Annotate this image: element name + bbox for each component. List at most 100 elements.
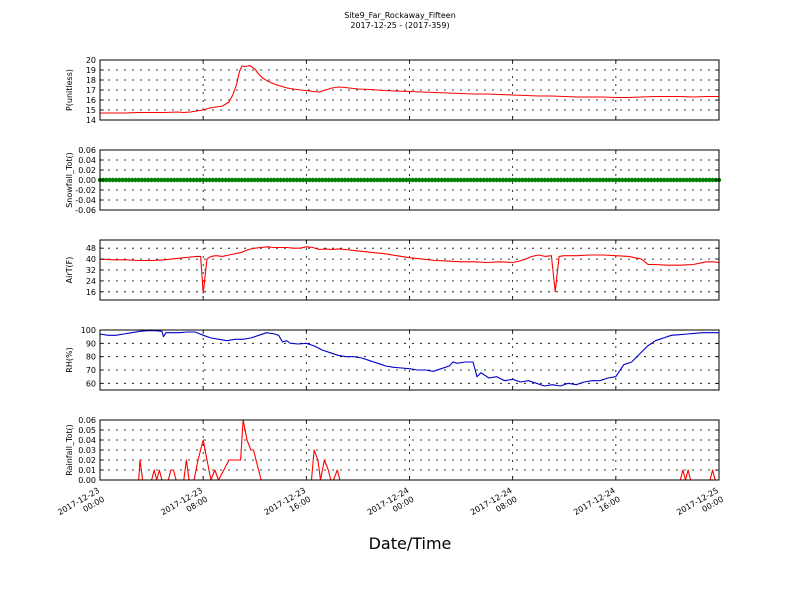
snowfall-point <box>297 177 303 183</box>
snowfall-point <box>104 177 109 183</box>
snowfall-point <box>494 177 499 183</box>
snowfall-point <box>404 177 409 183</box>
snowfall-point <box>426 177 432 183</box>
snowfall-point <box>352 177 357 183</box>
snowfall-point <box>565 177 570 183</box>
snowfall-point <box>288 177 293 183</box>
snowfall-point <box>210 177 216 183</box>
snowfall-point <box>539 177 544 183</box>
snowfall-point <box>262 177 267 183</box>
y-tick-label: 16 <box>86 96 96 105</box>
snowfall-point <box>439 177 444 183</box>
snowfall-point <box>697 177 702 183</box>
y-tick-label: 20 <box>86 56 96 65</box>
snowfall-point <box>336 177 341 183</box>
snowfall-point <box>284 177 290 183</box>
snowfall-point <box>113 177 119 183</box>
snowfall-point <box>420 177 425 183</box>
snowfall-point <box>620 177 625 183</box>
snowfall-point <box>475 177 480 183</box>
snowfall-point <box>152 177 158 183</box>
snowfall-point <box>397 177 403 183</box>
snowfall-point <box>413 177 419 183</box>
snowfall-point <box>587 177 593 183</box>
y-tick-label: 0.02 <box>78 166 96 175</box>
snowfall-point <box>159 177 164 183</box>
snowfall-point <box>707 177 712 183</box>
figure-title: Site9_Far_Rockaway_Fifteen <box>344 11 456 20</box>
snowfall-point <box>110 177 116 183</box>
snowfall-point <box>571 177 577 183</box>
snowfall-point <box>678 177 683 183</box>
snowfall-point <box>271 177 277 183</box>
snowfall-point <box>375 177 380 183</box>
series-line-5 <box>100 419 719 481</box>
snowfall-point <box>568 177 573 183</box>
snowfall-point <box>346 177 351 183</box>
snowfall-point <box>687 177 693 183</box>
snowfall-point <box>275 177 280 183</box>
snowfall-point <box>178 177 183 183</box>
snowfall-point <box>220 177 225 183</box>
snowfall-point <box>339 177 344 183</box>
snowfall-point <box>207 177 212 183</box>
snowfall-point <box>613 177 619 183</box>
y-tick-label: 16 <box>86 288 96 297</box>
snowfall-point <box>510 177 515 183</box>
snowfall-point <box>355 177 361 183</box>
snowfall-point <box>645 177 651 183</box>
snowfall-point <box>478 177 483 183</box>
snowfall-point <box>149 177 154 183</box>
snowfall-point <box>455 177 461 183</box>
snowfall-point <box>497 177 502 183</box>
snowfall-point <box>449 177 454 183</box>
y-axis-label: RH(%) <box>65 347 74 372</box>
snowfall-point <box>107 177 112 183</box>
snowfall-point <box>649 177 654 183</box>
figure-subtitle: 2017-12-25 - (2017-359) <box>350 21 450 30</box>
snowfall-point <box>300 177 306 183</box>
snowfall-point <box>423 177 428 183</box>
y-tick-label: 40 <box>86 255 96 264</box>
y-tick-label: 19 <box>86 66 96 75</box>
snowfall-point <box>597 177 602 183</box>
snowfall-point <box>578 177 583 183</box>
y-tick-label: 0.01 <box>78 466 96 475</box>
snowfall-point <box>394 177 399 183</box>
snowfall-point <box>639 177 644 183</box>
y-tick-label: 17 <box>86 86 96 95</box>
snowfall-point <box>320 177 325 183</box>
y-tick-label: 80 <box>86 353 96 362</box>
snowfall-point <box>700 177 706 183</box>
snowfall-point <box>581 177 586 183</box>
snowfall-point <box>468 177 473 183</box>
snowfall-point <box>155 177 161 183</box>
snowfall-point <box>591 177 596 183</box>
snowfall-point <box>329 177 335 183</box>
snowfall-point <box>574 177 580 183</box>
snowfall-point <box>233 177 238 183</box>
snowfall-point <box>188 177 193 183</box>
snowfall-point <box>365 177 370 183</box>
y-tick-label: 0.04 <box>78 436 96 445</box>
snowfall-point <box>242 177 248 183</box>
y-axis-label: AirT(F) <box>65 257 74 284</box>
snowfall-point <box>120 177 125 183</box>
snowfall-point <box>665 177 670 183</box>
y-tick-label: 0.04 <box>78 156 96 165</box>
snowfall-point <box>500 177 506 183</box>
y-tick-label: 32 <box>86 266 96 275</box>
snowfall-point <box>326 177 332 183</box>
snowfall-point <box>487 177 493 183</box>
snowfall-point <box>384 177 390 183</box>
snowfall-point <box>562 177 567 183</box>
snowfall-point <box>268 177 274 183</box>
y-tick-label: 48 <box>86 244 96 253</box>
snowfall-point <box>610 177 615 183</box>
y-tick-label: 0.00 <box>78 476 96 485</box>
snowfall-point <box>684 177 689 183</box>
snowfall-point <box>429 177 435 183</box>
snowfall-point <box>445 177 451 183</box>
